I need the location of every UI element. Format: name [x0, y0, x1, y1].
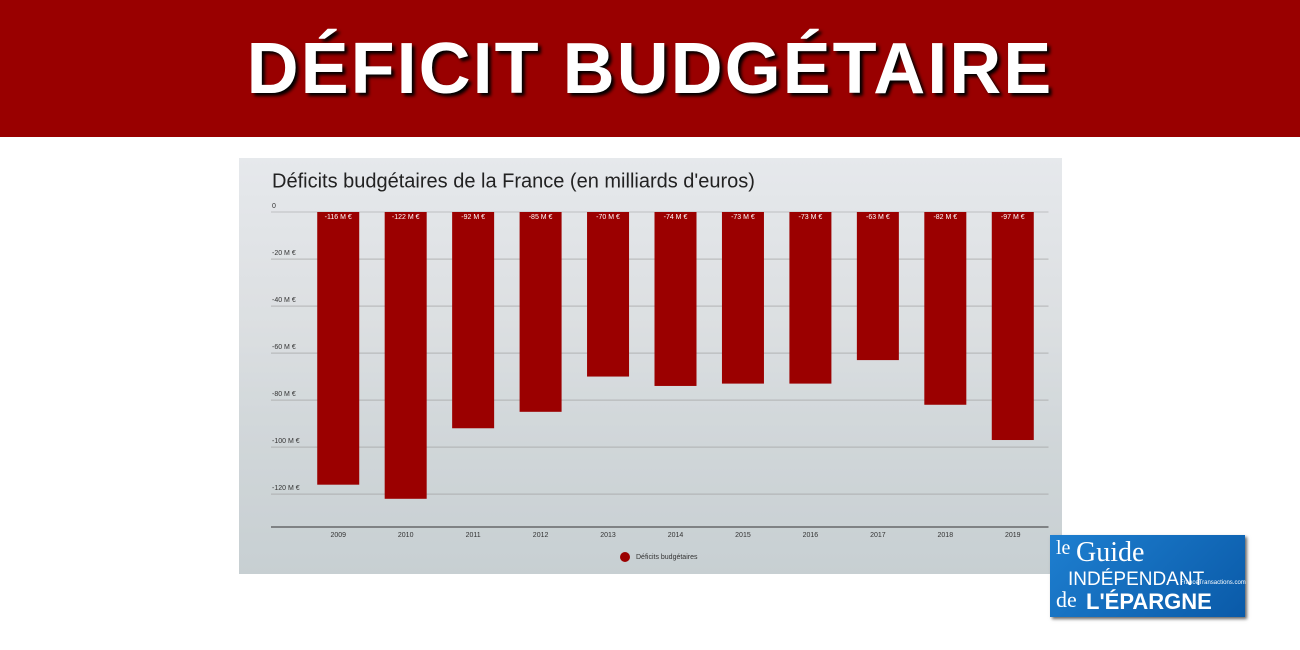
value-label: -116 M € — [325, 214, 352, 221]
banner: DÉFICIT BUDGÉTAIRE — [0, 0, 1300, 137]
legend-label: Déficits budgétaires — [636, 554, 698, 561]
x-tick-label: 2015 — [735, 532, 751, 539]
logo-site: FranceTransactions.com — [1180, 580, 1246, 586]
logo-text: de — [1056, 587, 1077, 612]
x-tick-label: 2016 — [803, 532, 819, 539]
x-tick-label: 2014 — [668, 532, 684, 539]
chart-panel: Déficits budgétaires de la France (en mi… — [239, 158, 1062, 574]
bar — [384, 212, 427, 499]
value-label: -70 M € — [596, 214, 620, 221]
value-label: -85 M € — [529, 214, 553, 221]
bar — [452, 212, 495, 429]
x-tick-label: 2009 — [330, 532, 346, 539]
bar — [654, 212, 697, 386]
y-tick-label: -100 M € — [272, 438, 300, 445]
bar — [519, 212, 562, 412]
x-tick-label: 2019 — [1005, 532, 1021, 539]
value-label: -92 M € — [461, 214, 485, 221]
bar — [924, 212, 967, 405]
y-tick-label: -60 M € — [272, 344, 296, 351]
bar — [587, 212, 630, 377]
logo: le Guide INDÉPENDANT de L'ÉPARGNE France… — [1050, 535, 1246, 617]
y-tick-label: -120 M € — [272, 485, 300, 492]
x-tick-label: 2012 — [533, 532, 549, 539]
value-label: -74 M € — [664, 214, 688, 221]
x-tick-label: 2017 — [870, 532, 886, 539]
bar — [991, 212, 1034, 441]
logo-text: L'ÉPARGNE — [1086, 589, 1212, 614]
logo-text: INDÉPENDANT — [1068, 569, 1205, 590]
banner-title: DÉFICIT BUDGÉTAIRE — [246, 28, 1054, 109]
y-tick-label: -40 M € — [272, 297, 296, 304]
logo-text: Guide — [1076, 537, 1145, 568]
value-label: -73 M € — [731, 214, 755, 221]
value-label: -97 M € — [1001, 214, 1025, 221]
value-label: -82 M € — [933, 214, 957, 221]
bar — [789, 212, 832, 384]
value-label: -63 M € — [866, 214, 890, 221]
x-tick-label: 2011 — [466, 532, 481, 539]
chart: Déficits budgétaires de la France (en mi… — [271, 170, 1049, 562]
y-tick-label: 0 — [272, 203, 276, 210]
y-tick-label: -20 M € — [272, 250, 296, 257]
value-label: -122 M € — [392, 214, 420, 221]
x-tick-label: 2018 — [938, 532, 954, 539]
y-tick-label: -80 M € — [272, 391, 296, 398]
legend-marker — [620, 552, 630, 562]
bar — [721, 212, 764, 384]
chart-title: Déficits budgétaires de la France (en mi… — [272, 170, 755, 192]
value-label: -73 M € — [799, 214, 823, 221]
bar — [856, 212, 899, 361]
bar — [317, 212, 360, 485]
logo-text: le — [1056, 537, 1071, 559]
x-tick-label: 2010 — [398, 532, 414, 539]
x-tick-label: 2013 — [600, 532, 616, 539]
